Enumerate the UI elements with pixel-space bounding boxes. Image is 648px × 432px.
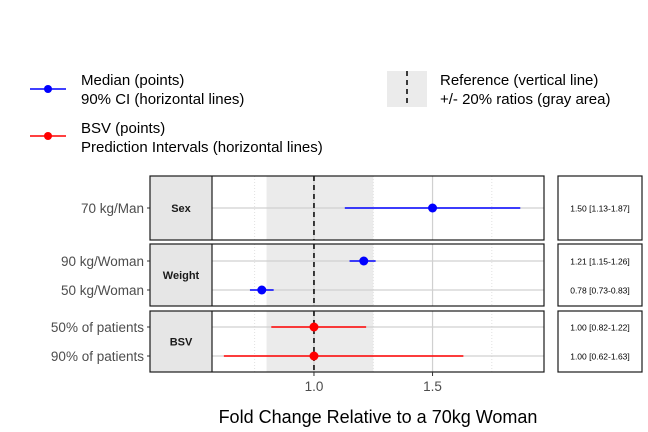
category-label: 50 kg/Woman — [61, 283, 144, 298]
table-panel-border — [557, 243, 643, 307]
legend-bsv-line2: Prediction Intervals (horizontal lines) — [81, 139, 323, 156]
point-estimate — [428, 203, 438, 213]
strip-background — [150, 244, 212, 306]
strip-label: Weight — [163, 270, 200, 282]
x-tick-label: 1.5 — [423, 379, 442, 394]
category-label: 70 kg/Man — [81, 201, 144, 216]
strip-background — [150, 176, 212, 240]
point-estimate — [309, 351, 319, 361]
summary-text: 1.00 [0.82-1.22] — [570, 323, 630, 333]
reference-band — [266, 244, 374, 306]
summary-text: 1.21 [1.15-1.26] — [570, 257, 630, 267]
legend-reference-line2: +/- 20% ratios (gray area) — [440, 91, 611, 108]
x-axis-title: Fold Change Relative to a 70kg Woman — [219, 407, 538, 427]
legend-bsv-point — [44, 132, 52, 140]
legend-median-line2: 90% CI (horizontal lines) — [81, 91, 244, 108]
reference-band — [266, 311, 374, 372]
category-label: 90 kg/Woman — [61, 254, 144, 269]
legend-reference-line1: Reference (vertical line) — [440, 72, 598, 89]
x-tick-label: 1.0 — [305, 379, 324, 394]
legend-median-line1: Median (points) — [81, 72, 184, 89]
table-panel-border — [557, 310, 643, 373]
legend-bsv-line1: BSV (points) — [81, 120, 165, 137]
category-label: 50% of patients — [51, 320, 144, 335]
panel-border — [149, 243, 545, 307]
point-estimate — [309, 322, 319, 332]
summary-text: 0.78 [0.73-0.83] — [570, 286, 630, 296]
plot-area: Sex 70 kg/Man 1.50 [1.13-1.87] Weight 90 kg/… — [51, 175, 643, 394]
table-panel-border — [557, 175, 643, 241]
panel-weight: Weight 90 kg/Woman 50 kg/Woman 1.21 [1.15-1… — [61, 243, 643, 307]
legend-median-point — [44, 85, 52, 93]
summary-text: 1.00 [0.62-1.63] — [570, 352, 630, 362]
category-label: 90% of patients — [51, 349, 144, 364]
panel-border — [149, 310, 545, 373]
panel-border — [149, 175, 545, 241]
point-estimate — [359, 256, 369, 266]
legend: Median (points) 90% CI (horizontal lines… — [30, 71, 611, 156]
panel-bsv: BSV 50% of patients 90% of patients 1.00 [0… — [51, 310, 643, 373]
strip-label: BSV — [170, 337, 193, 349]
strip-background — [150, 311, 212, 372]
summary-text: 1.50 [1.13-1.87] — [570, 204, 630, 214]
panel-sex: Sex 70 kg/Man 1.50 [1.13-1.87] — [81, 175, 643, 241]
point-estimate — [257, 285, 267, 295]
strip-label: Sex — [171, 203, 191, 215]
